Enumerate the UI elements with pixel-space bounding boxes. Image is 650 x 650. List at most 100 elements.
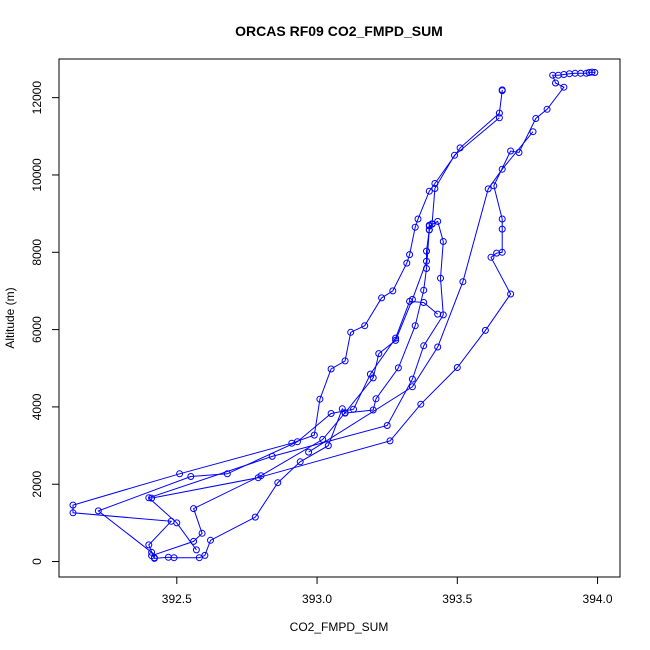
data-point bbox=[481, 326, 489, 334]
data-point bbox=[69, 501, 77, 509]
x-axis-label: CO2_FMPD_SUM bbox=[290, 620, 389, 634]
data-point bbox=[434, 343, 442, 351]
data-point bbox=[378, 294, 386, 302]
data-point bbox=[324, 442, 332, 450]
data-point bbox=[425, 226, 433, 234]
chart-title: ORCAS RF09 CO2_FMPD_SUM bbox=[235, 23, 443, 39]
data-point bbox=[347, 328, 355, 336]
series-line bbox=[151, 71, 595, 499]
data-point bbox=[484, 185, 492, 193]
data-point bbox=[251, 513, 259, 521]
data-point bbox=[383, 422, 391, 429]
data-point bbox=[293, 438, 301, 446]
data-point bbox=[495, 114, 503, 122]
data-point bbox=[439, 238, 447, 245]
data-point bbox=[187, 473, 195, 480]
data-point bbox=[532, 115, 540, 122]
data-point bbox=[498, 215, 506, 223]
data-point bbox=[434, 310, 442, 318]
data-point bbox=[420, 342, 428, 350]
series-line bbox=[151, 117, 500, 557]
y-tick-label: 0 bbox=[30, 558, 44, 565]
data-point bbox=[316, 395, 324, 403]
data-point bbox=[372, 395, 380, 403]
data-point bbox=[408, 375, 416, 383]
data-point bbox=[459, 278, 467, 286]
data-point bbox=[150, 554, 158, 562]
data-point bbox=[192, 546, 200, 554]
data-point bbox=[423, 247, 430, 255]
data-point bbox=[498, 87, 506, 95]
data-point bbox=[498, 225, 506, 233]
data-point bbox=[319, 435, 327, 443]
data-point bbox=[176, 470, 184, 478]
data-point bbox=[543, 105, 551, 113]
data-point bbox=[327, 365, 335, 373]
x-tick-label: 392.5 bbox=[162, 592, 192, 606]
data-point bbox=[437, 274, 444, 282]
data-point bbox=[549, 71, 557, 79]
data-point bbox=[207, 536, 214, 544]
data-point bbox=[423, 257, 430, 265]
data-point bbox=[296, 458, 304, 466]
data-point bbox=[406, 251, 414, 259]
data-point bbox=[411, 322, 419, 330]
data-point bbox=[190, 505, 198, 513]
x-tick-label: 394.0 bbox=[583, 592, 613, 606]
data-point bbox=[201, 551, 209, 559]
data-point bbox=[392, 334, 400, 342]
data-point bbox=[170, 554, 178, 562]
series-line bbox=[72, 89, 503, 559]
data-point bbox=[341, 409, 349, 417]
data-point bbox=[420, 286, 428, 294]
data-point bbox=[350, 405, 357, 413]
data-point bbox=[529, 128, 537, 136]
data-point bbox=[487, 253, 495, 261]
data-point bbox=[431, 185, 439, 192]
data-point bbox=[411, 223, 419, 231]
y-axis: 0 2000 4000 6000 8000 10000 12000 bbox=[30, 81, 60, 565]
data-point bbox=[408, 383, 416, 391]
data-point bbox=[453, 364, 461, 371]
x-tick-label: 393.5 bbox=[442, 592, 472, 606]
data-point bbox=[403, 259, 411, 267]
data-point bbox=[173, 519, 181, 527]
data-point bbox=[414, 215, 422, 223]
series-line bbox=[308, 131, 534, 453]
y-tick-label: 10000 bbox=[30, 158, 44, 192]
x-tick-label: 393.0 bbox=[302, 592, 332, 606]
data-point bbox=[386, 437, 394, 445]
data-point bbox=[493, 249, 501, 257]
data-point bbox=[552, 79, 559, 87]
data-point bbox=[507, 147, 515, 155]
data-point bbox=[406, 297, 414, 305]
data-point bbox=[375, 350, 383, 358]
data-point bbox=[145, 541, 153, 549]
y-tick-label: 6000 bbox=[30, 316, 44, 343]
y-tick-label: 2000 bbox=[30, 471, 44, 498]
data-point bbox=[389, 287, 397, 295]
data-point bbox=[69, 509, 77, 517]
data-point bbox=[274, 479, 282, 487]
data-point bbox=[148, 494, 156, 502]
data-point bbox=[428, 220, 436, 228]
data-point bbox=[327, 410, 335, 417]
data-point bbox=[495, 109, 503, 117]
data-point bbox=[507, 290, 515, 298]
data-point bbox=[223, 470, 231, 478]
data-point bbox=[425, 187, 433, 195]
y-tick-label: 4000 bbox=[30, 393, 44, 420]
data-point bbox=[305, 448, 313, 456]
y-axis-label: Altitude (m) bbox=[3, 287, 17, 348]
data-point bbox=[420, 299, 428, 306]
y-tick-label: 8000 bbox=[30, 239, 44, 266]
data-point bbox=[451, 151, 458, 159]
data-point bbox=[366, 370, 374, 378]
data-point bbox=[190, 537, 198, 545]
data-point bbox=[498, 165, 506, 173]
y-tick-label: 12000 bbox=[30, 81, 44, 115]
data-point bbox=[560, 83, 568, 91]
data-point bbox=[585, 69, 593, 76]
data-point bbox=[394, 364, 402, 372]
data-point bbox=[94, 507, 102, 515]
